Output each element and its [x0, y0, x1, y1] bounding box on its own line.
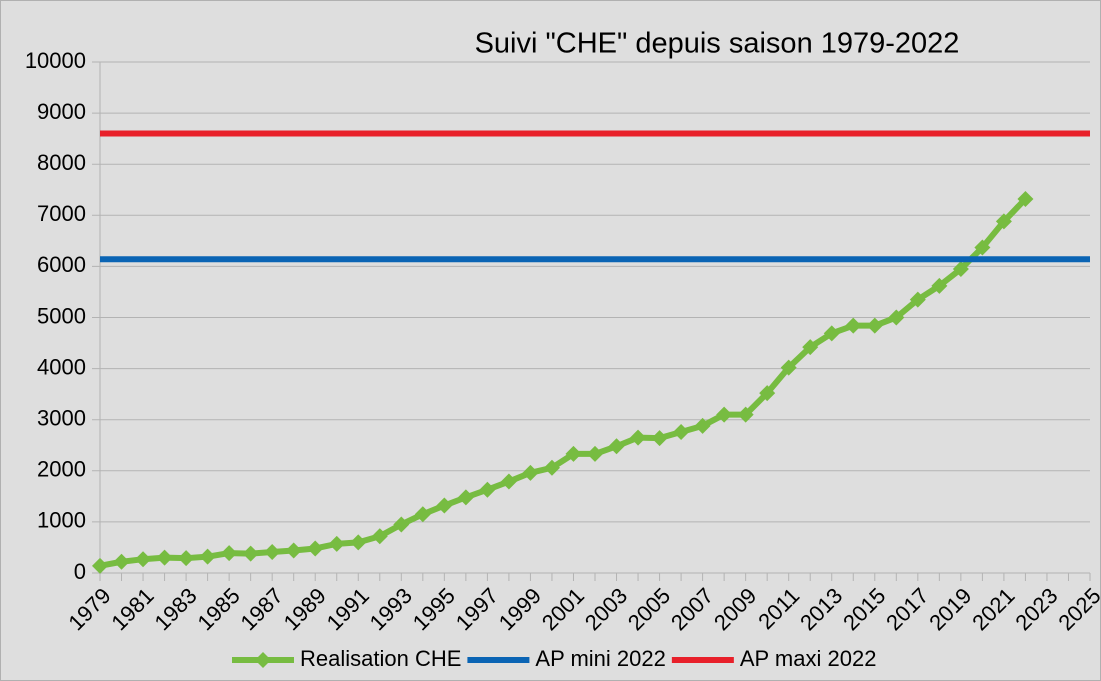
y-tick-label: 5000	[37, 303, 86, 328]
point-marker	[393, 516, 410, 533]
point-marker	[565, 445, 582, 462]
legend-label: Realisation CHE	[300, 646, 461, 671]
y-tick-label: 1000	[37, 508, 86, 533]
point-marker	[909, 291, 926, 308]
point-marker	[199, 548, 216, 565]
point-marker	[371, 528, 388, 545]
point-marker	[436, 497, 453, 514]
y-tick-label: 2000	[37, 457, 86, 482]
y-tick-label: 10000	[25, 48, 86, 73]
point-marker	[952, 260, 969, 277]
point-marker	[457, 489, 474, 506]
point-marker	[630, 429, 647, 446]
point-marker	[264, 544, 281, 561]
point-marker	[285, 542, 302, 559]
point-marker	[113, 553, 130, 570]
point-marker	[587, 445, 603, 462]
legend-label: AP mini 2022	[535, 646, 665, 671]
point-marker	[780, 359, 797, 376]
y-tick-label: 3000	[37, 406, 86, 431]
point-marker	[328, 535, 345, 552]
point-marker	[500, 473, 517, 490]
point-marker	[178, 550, 195, 567]
legend-marker	[255, 652, 271, 668]
point-marker	[479, 481, 496, 498]
point-marker	[92, 557, 108, 574]
point-marker	[995, 213, 1012, 230]
point-marker	[414, 506, 431, 523]
y-tick-label: 9000	[37, 99, 86, 124]
point-marker	[673, 423, 690, 440]
point-marker	[888, 309, 905, 326]
point-marker	[759, 385, 776, 402]
point-marker	[543, 459, 560, 476]
point-marker	[694, 417, 711, 434]
point-marker	[307, 540, 324, 557]
point-marker	[974, 239, 991, 256]
y-tick-label: 0	[74, 559, 86, 584]
point-marker	[522, 464, 539, 481]
point-marker	[737, 406, 754, 423]
y-tick-label: 7000	[37, 201, 86, 226]
point-marker	[221, 545, 238, 562]
point-marker	[931, 277, 948, 294]
point-marker	[1017, 190, 1034, 207]
point-marker	[242, 545, 259, 562]
point-marker	[350, 534, 367, 551]
y-tick-label: 6000	[37, 252, 86, 277]
point-marker	[651, 430, 668, 447]
legend-label: AP maxi 2022	[740, 646, 877, 671]
point-marker	[802, 339, 819, 356]
point-marker	[845, 317, 862, 334]
point-marker	[823, 325, 840, 342]
point-marker	[866, 317, 883, 334]
point-marker	[608, 438, 625, 455]
point-marker	[716, 406, 733, 423]
y-tick-label: 4000	[37, 354, 86, 379]
y-tick-label: 8000	[37, 150, 86, 175]
point-marker	[135, 551, 152, 568]
chart-title: Suivi "CHE" depuis saison 1979-2022	[475, 28, 960, 60]
point-marker	[156, 549, 173, 566]
